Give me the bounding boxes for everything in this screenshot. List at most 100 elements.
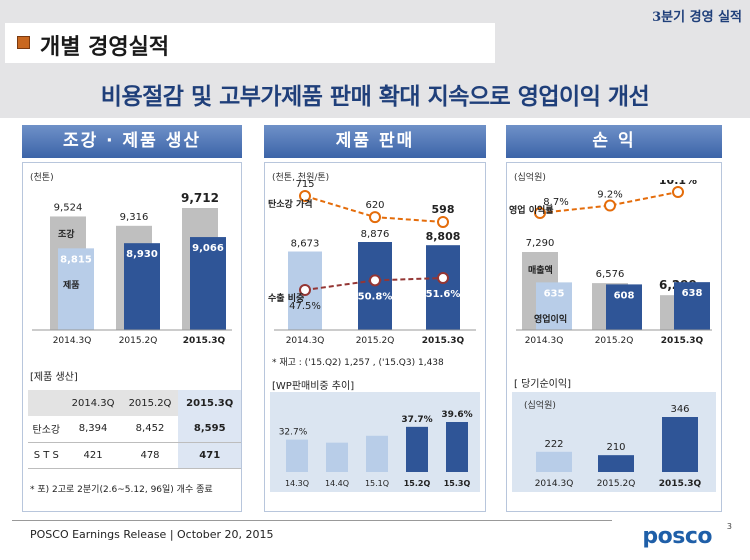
margin-point — [604, 199, 616, 212]
net-income-value-label: 210 — [606, 442, 625, 453]
table-cell: 8,595 — [178, 416, 241, 442]
square-bullet-icon — [17, 36, 30, 49]
product-value-label: 8,815 — [60, 254, 92, 265]
crude-steel-value-label: 9,316 — [120, 212, 149, 223]
sales-chart: 8,673 2014.3Q 8,876 2015.2Q 8,808 2015.3Q 715… — [268, 180, 476, 346]
category-tick-label: 2015.2Q — [356, 336, 395, 346]
table-header-cell: 2014.3Q — [71, 397, 115, 409]
category-tick-label: 15.3Q — [444, 479, 471, 488]
col1-unit: (천톤) — [30, 173, 54, 183]
table-header-row: 2014.3Q 2015.2Q 2015.3Q — [28, 390, 241, 416]
wp-share-value-label: 39.6% — [441, 410, 472, 420]
table-cell: 8,452 — [135, 423, 165, 435]
revenue-value-label: 6,576 — [596, 269, 625, 280]
net-income-title: [ 당기순이익] — [514, 379, 571, 390]
export-share-value-label: 47.5% — [289, 301, 321, 312]
table-cell: 471 — [178, 442, 241, 468]
production-chart: 9,524 8,815 2014.3Q 9,316 8,930 2015.2Q 9,712 9… — [32, 191, 232, 346]
table-cell: 8,394 — [78, 423, 108, 435]
section-title: 개별 경영실적 — [40, 35, 170, 60]
table-row: 탄소강 8,394 8,452 8,595 — [28, 416, 241, 442]
table-row-label: S T S — [33, 449, 59, 461]
product-bar — [58, 248, 94, 330]
footer-text: POSCO Earnings Release | October 20, 201… — [30, 528, 274, 541]
export-share-line — [304, 277, 444, 291]
category-tick-label: 2015.2Q — [597, 479, 636, 489]
sales-bar — [426, 245, 460, 330]
table-header-cell: 2015.2Q — [128, 397, 172, 409]
posco-logo: posco — [642, 524, 712, 549]
table-header-cell: 2015.3Q — [178, 390, 241, 416]
net-income-bar — [662, 417, 698, 472]
price-value-label: 715 — [295, 180, 314, 190]
sales-value-label: 8,673 — [291, 239, 320, 250]
inventory-note: * 재고 : ('15.Q2) 1,257 , ('15.Q3) 1,438 — [272, 358, 444, 368]
production-note: * 포) 2고로 2분기(2.6~5.12, 96일) 개수 종료 — [30, 485, 213, 495]
op-profit-bar — [536, 282, 572, 330]
category-tick-label: 15.1Q — [365, 479, 389, 488]
revenue-value-label: 7,290 — [526, 238, 555, 249]
page-number: 3 — [726, 522, 732, 531]
category-tick-label: 2014.3Q — [525, 336, 564, 346]
net-income-bar — [598, 455, 634, 472]
revenue-series-label: 매출액 — [528, 264, 553, 276]
sales-value-label: 8,876 — [361, 229, 390, 240]
net-income-bar — [536, 451, 572, 472]
product-bar — [190, 237, 226, 330]
price-value-label: 620 — [365, 200, 384, 211]
series-label-product: 제품 — [63, 279, 80, 291]
col2-unit: (천톤, 천원/톤) — [272, 173, 330, 183]
wp-share-bar — [446, 422, 468, 472]
export-series-label: 수출 비중 — [268, 292, 304, 304]
product-value-label: 8,930 — [126, 249, 158, 260]
section-title-box — [5, 23, 495, 63]
category-tick-label: 14.3Q — [285, 479, 309, 488]
price-point — [299, 190, 311, 202]
margin-point — [672, 186, 684, 198]
production-table: 2014.3Q 2015.2Q 2015.3Q 탄소강 8,394 8,452 … — [28, 390, 241, 469]
table-row: S T S 421 478 471 — [28, 442, 241, 468]
op-profit-bar — [674, 282, 710, 330]
net-income-value-label: 222 — [544, 439, 563, 450]
series-label-crude-steel: 조강 — [58, 228, 75, 240]
margin-value-label: 10.1% — [659, 180, 697, 187]
margin-series-label: 영업 이익률 — [509, 204, 554, 216]
wp-share-value-label: 37.7% — [401, 415, 432, 425]
net-income-value-label: 346 — [670, 404, 689, 415]
category-tick-label: 2015.3Q — [659, 479, 702, 489]
category-tick-label: 2015.3Q — [183, 336, 226, 346]
table-row-label: 탄소강 — [32, 425, 61, 437]
crude-steel-value-label: 9,524 — [54, 202, 83, 213]
category-tick-label: 2015.2Q — [119, 336, 158, 346]
quarter-label: 3분기 경영 실적 — [652, 10, 742, 25]
price-point — [369, 211, 381, 224]
net-unit: (십억원) — [524, 401, 556, 411]
margin-value-label: 9.2% — [597, 190, 622, 201]
category-tick-label: 15.2Q — [404, 479, 431, 488]
pl-chart: 7,2906352014.3Q6,5766082015.2Q6,29963820… — [509, 180, 712, 346]
export-share-point — [299, 284, 311, 296]
category-tick-label: 2014.3Q — [286, 336, 325, 346]
net-income-chart: 222 2014.3Q 210 2015.2Q 346 2015.3Q — [535, 404, 702, 489]
table-header-cell — [28, 390, 65, 416]
wp-share-bar — [326, 442, 348, 472]
export-share-value-label: 51.6% — [426, 289, 461, 300]
wp-chart-title: [WP판매비중 추이] — [272, 381, 355, 392]
op-profit-value-label: 608 — [614, 290, 635, 301]
category-tick-label: 14.4Q — [325, 479, 349, 488]
op-profit-bar — [606, 284, 642, 330]
sales-value-label: 8,808 — [426, 230, 461, 243]
table-cell: 478 — [140, 449, 160, 461]
wp-share-value-label: 32.7% — [279, 428, 308, 438]
price-series-label: 탄소강 가격 — [268, 198, 313, 210]
category-tick-label: 2015.2Q — [595, 336, 634, 346]
export-share-point — [437, 272, 449, 284]
headline: 비용절감 및 고부가제품 판매 확대 지속으로 영업이익 개선 — [100, 84, 650, 110]
footer-divider — [12, 520, 612, 521]
op-profit-value-label: 638 — [682, 288, 703, 299]
export-share-value-label: 50.8% — [358, 291, 393, 302]
table-cell: 421 — [83, 449, 103, 461]
price-point — [437, 216, 449, 228]
col3-unit: (십억원) — [514, 173, 546, 183]
wp-share-bar — [286, 439, 308, 472]
